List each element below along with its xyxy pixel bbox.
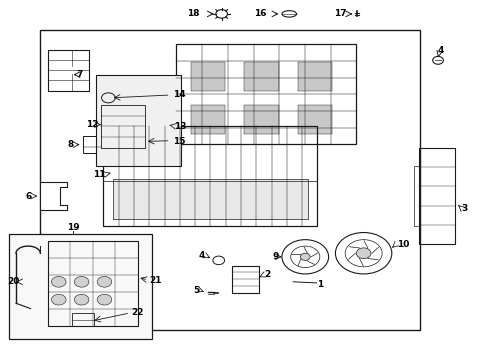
Text: 20: 20 <box>7 277 20 286</box>
Text: 11: 11 <box>93 170 106 179</box>
Bar <box>244 105 278 134</box>
Text: 7: 7 <box>77 70 83 79</box>
Bar <box>232 266 259 293</box>
Text: 10: 10 <box>396 240 408 249</box>
Circle shape <box>97 276 112 287</box>
Text: 14: 14 <box>172 90 185 99</box>
Text: 12: 12 <box>86 120 99 129</box>
Text: 5: 5 <box>193 285 199 294</box>
Bar <box>113 179 307 219</box>
Text: 13: 13 <box>174 122 186 131</box>
Bar <box>191 62 224 91</box>
Text: 19: 19 <box>67 222 80 231</box>
Circle shape <box>300 253 309 260</box>
Bar <box>297 105 331 134</box>
Circle shape <box>51 294 66 305</box>
Bar <box>40 30 419 330</box>
Text: 22: 22 <box>131 309 144 318</box>
Circle shape <box>74 294 89 305</box>
Circle shape <box>97 294 112 305</box>
Text: 15: 15 <box>172 137 184 146</box>
Bar <box>244 62 278 91</box>
Text: 8: 8 <box>67 140 73 149</box>
Circle shape <box>356 248 370 258</box>
Bar <box>297 62 331 91</box>
Text: 6: 6 <box>25 192 31 201</box>
Bar <box>101 105 144 148</box>
Circle shape <box>51 276 66 287</box>
Text: 21: 21 <box>149 276 162 285</box>
Bar <box>191 105 224 134</box>
Text: 16: 16 <box>253 9 266 18</box>
Bar <box>96 75 181 166</box>
Bar <box>176 44 356 144</box>
Bar <box>47 50 89 91</box>
Bar <box>72 313 94 327</box>
Text: 17: 17 <box>333 9 346 18</box>
Bar <box>47 241 137 327</box>
Bar <box>413 166 418 226</box>
Text: 4: 4 <box>198 251 204 260</box>
Text: 1: 1 <box>317 280 323 289</box>
Text: 3: 3 <box>461 204 467 213</box>
Bar <box>82 136 101 153</box>
Bar <box>418 148 454 244</box>
Circle shape <box>74 276 89 287</box>
Text: 2: 2 <box>264 270 270 279</box>
Polygon shape <box>40 182 67 210</box>
Text: 18: 18 <box>187 9 200 18</box>
Text: 9: 9 <box>272 252 278 261</box>
Text: 4: 4 <box>436 46 443 55</box>
Bar <box>103 126 317 226</box>
Bar <box>9 234 152 339</box>
